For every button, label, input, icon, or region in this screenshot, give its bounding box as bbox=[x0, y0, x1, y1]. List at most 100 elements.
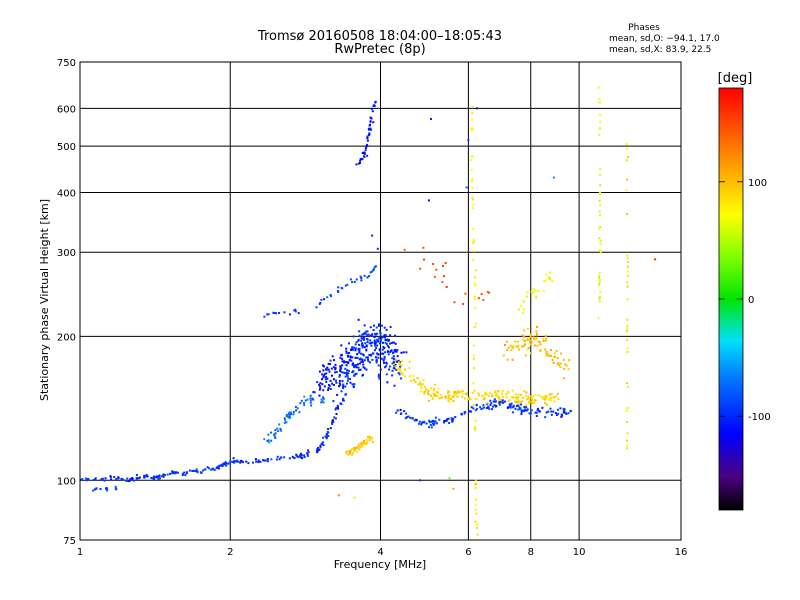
echo-point bbox=[528, 402, 531, 405]
echo-point bbox=[181, 474, 184, 476]
echo-point bbox=[320, 298, 323, 301]
echo-point bbox=[319, 387, 322, 390]
echo-point bbox=[104, 477, 107, 480]
echo-point bbox=[401, 359, 404, 362]
echo-point bbox=[135, 474, 138, 476]
echo-point bbox=[410, 379, 412, 382]
echo-point bbox=[391, 374, 394, 377]
echo-point bbox=[339, 402, 342, 405]
echo-point bbox=[598, 173, 601, 176]
echo-point bbox=[525, 391, 528, 394]
echo-point bbox=[377, 356, 380, 359]
echo-point bbox=[544, 395, 547, 398]
echo-point bbox=[491, 395, 494, 398]
echo-point bbox=[625, 409, 628, 412]
echo-point bbox=[309, 397, 312, 400]
echo-point bbox=[339, 384, 342, 387]
echo-point bbox=[101, 478, 104, 481]
echo-point bbox=[342, 399, 344, 402]
echo-point bbox=[476, 527, 478, 529]
echo-point bbox=[385, 343, 388, 345]
echo-point bbox=[435, 422, 438, 425]
echo-point bbox=[599, 120, 602, 123]
echo-point bbox=[306, 454, 309, 457]
echo-point bbox=[276, 427, 279, 430]
echo-point bbox=[359, 446, 362, 449]
echo-point bbox=[375, 347, 378, 350]
echo-point bbox=[315, 306, 318, 309]
echo-point bbox=[599, 203, 602, 206]
echo-point bbox=[349, 355, 352, 358]
echo-point bbox=[476, 533, 479, 536]
echo-point bbox=[293, 457, 296, 460]
echo-point bbox=[330, 295, 333, 298]
echo-point bbox=[319, 301, 322, 304]
echo-point bbox=[374, 343, 377, 346]
echo-point bbox=[625, 382, 628, 385]
echo-point bbox=[472, 358, 475, 360]
echo-point bbox=[419, 479, 421, 482]
echo-point bbox=[370, 342, 373, 344]
echo-point bbox=[346, 453, 349, 456]
echo-point bbox=[395, 350, 398, 353]
echo-point bbox=[598, 300, 601, 303]
echo-point bbox=[383, 357, 386, 360]
echo-point bbox=[342, 385, 345, 388]
echo-point bbox=[117, 476, 120, 479]
echo-point bbox=[626, 432, 629, 435]
echo-point bbox=[524, 406, 527, 408]
echo-point bbox=[202, 469, 204, 472]
echo-point bbox=[522, 311, 525, 314]
echo-point bbox=[521, 345, 524, 348]
echo-point bbox=[351, 281, 353, 284]
echo-point bbox=[391, 369, 394, 372]
echo-point bbox=[552, 410, 555, 413]
echo-point bbox=[474, 296, 477, 299]
echo-point bbox=[372, 329, 375, 332]
echo-point bbox=[145, 473, 148, 476]
echo-point bbox=[262, 459, 265, 462]
echo-point bbox=[428, 426, 431, 429]
echo-point bbox=[354, 343, 357, 346]
echo-point bbox=[599, 168, 602, 170]
echo-point bbox=[537, 407, 539, 410]
echo-point bbox=[451, 419, 454, 422]
echo-point bbox=[559, 407, 562, 410]
echo-point bbox=[534, 411, 537, 414]
x-tick-label: 8 bbox=[528, 547, 534, 558]
echo-point bbox=[367, 359, 370, 362]
echo-point bbox=[391, 352, 394, 355]
echo-point bbox=[274, 429, 277, 432]
echo-point bbox=[122, 479, 125, 481]
echo-point bbox=[303, 395, 306, 398]
echo-point bbox=[471, 391, 474, 394]
colorbar-tick-label: 100 bbox=[748, 178, 767, 189]
echo-point bbox=[515, 397, 518, 400]
echo-point bbox=[472, 259, 475, 261]
echo-point bbox=[349, 378, 352, 380]
echo-point bbox=[372, 269, 375, 272]
echo-point bbox=[441, 281, 444, 284]
echo-point bbox=[344, 367, 347, 370]
echo-point bbox=[627, 385, 630, 388]
echo-point bbox=[395, 411, 398, 414]
echo-point bbox=[353, 447, 356, 450]
echo-point bbox=[527, 337, 530, 340]
echo-point bbox=[367, 333, 370, 336]
echo-point bbox=[396, 355, 399, 358]
echo-point bbox=[417, 377, 420, 380]
echo-point bbox=[362, 344, 364, 347]
echo-point bbox=[599, 226, 602, 228]
echo-point bbox=[431, 396, 434, 399]
echo-point bbox=[473, 389, 476, 392]
echo-point bbox=[192, 470, 195, 472]
echo-point bbox=[598, 283, 601, 286]
echo-point bbox=[309, 399, 312, 402]
echo-point bbox=[338, 379, 341, 382]
echo-point bbox=[467, 139, 470, 141]
echo-point bbox=[381, 336, 383, 339]
echo-point bbox=[562, 409, 565, 412]
echo-point bbox=[373, 340, 376, 343]
echo-point bbox=[345, 373, 348, 376]
echo-point bbox=[549, 397, 552, 400]
